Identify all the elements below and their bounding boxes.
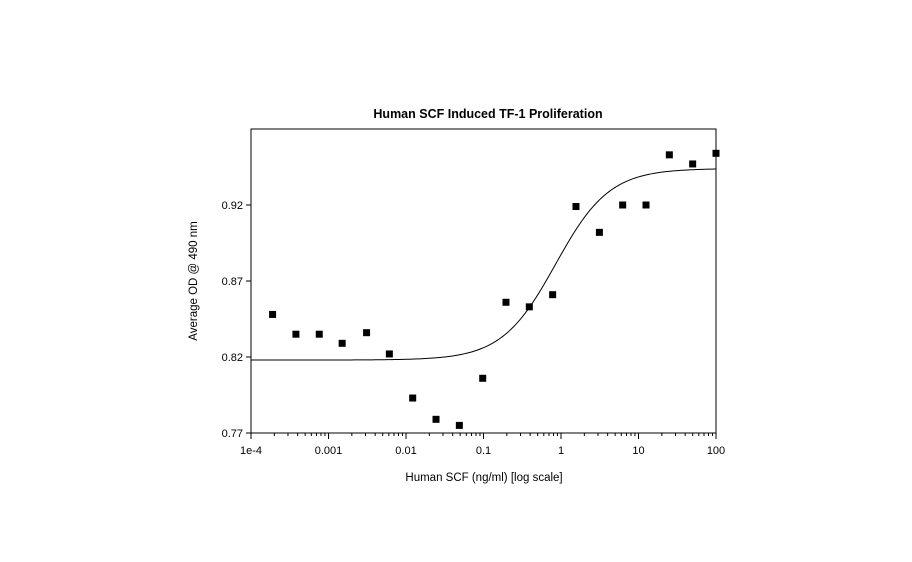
data-point: [315, 330, 323, 338]
data-point: [525, 303, 533, 311]
y-tick-label: 0.77: [222, 428, 243, 440]
x-tick-label: 0.01: [395, 445, 416, 457]
x-tick-label: 1: [558, 445, 564, 457]
x-axis-label: Human SCF (ng/ml) [log scale]: [405, 472, 562, 484]
x-tick-label: 1e-4: [240, 445, 262, 457]
x-tick-label: 10: [632, 445, 644, 457]
data-point: [385, 350, 393, 358]
data-point: [409, 394, 417, 402]
data-point: [549, 291, 557, 299]
y-axis-label: Average OD @ 490 nm: [188, 221, 200, 341]
data-points: [269, 149, 720, 429]
x-tick-label: 0.001: [315, 445, 343, 457]
y-tick-label: 0.87: [222, 276, 243, 288]
data-point: [712, 149, 720, 157]
y-tick-label: 0.82: [222, 352, 243, 364]
x-tick-label: 100: [707, 445, 725, 457]
data-point: [269, 310, 277, 318]
data-point: [689, 160, 697, 168]
data-point: [572, 203, 580, 211]
data-point: [292, 330, 300, 338]
x-tick-label: 0.1: [476, 445, 491, 457]
data-point: [432, 415, 440, 423]
fit-curve: [251, 168, 717, 361]
data-point: [619, 201, 627, 209]
y-axis: 0.77 0.82 0.87 0.92: [222, 200, 251, 440]
data-point: [338, 339, 346, 347]
data-point: [479, 374, 487, 382]
data-point: [455, 421, 463, 429]
x-axis: 1e-4 0.001 0.01 0.1 1 10 100: [240, 433, 725, 457]
data-point: [502, 298, 510, 306]
y-tick-label: 0.92: [222, 200, 243, 212]
data-point: [363, 329, 371, 337]
data-point: [665, 151, 673, 159]
chart-title: Human SCF Induced TF-1 Proliferation: [373, 107, 602, 121]
data-point: [642, 201, 650, 209]
data-point: [595, 228, 603, 236]
